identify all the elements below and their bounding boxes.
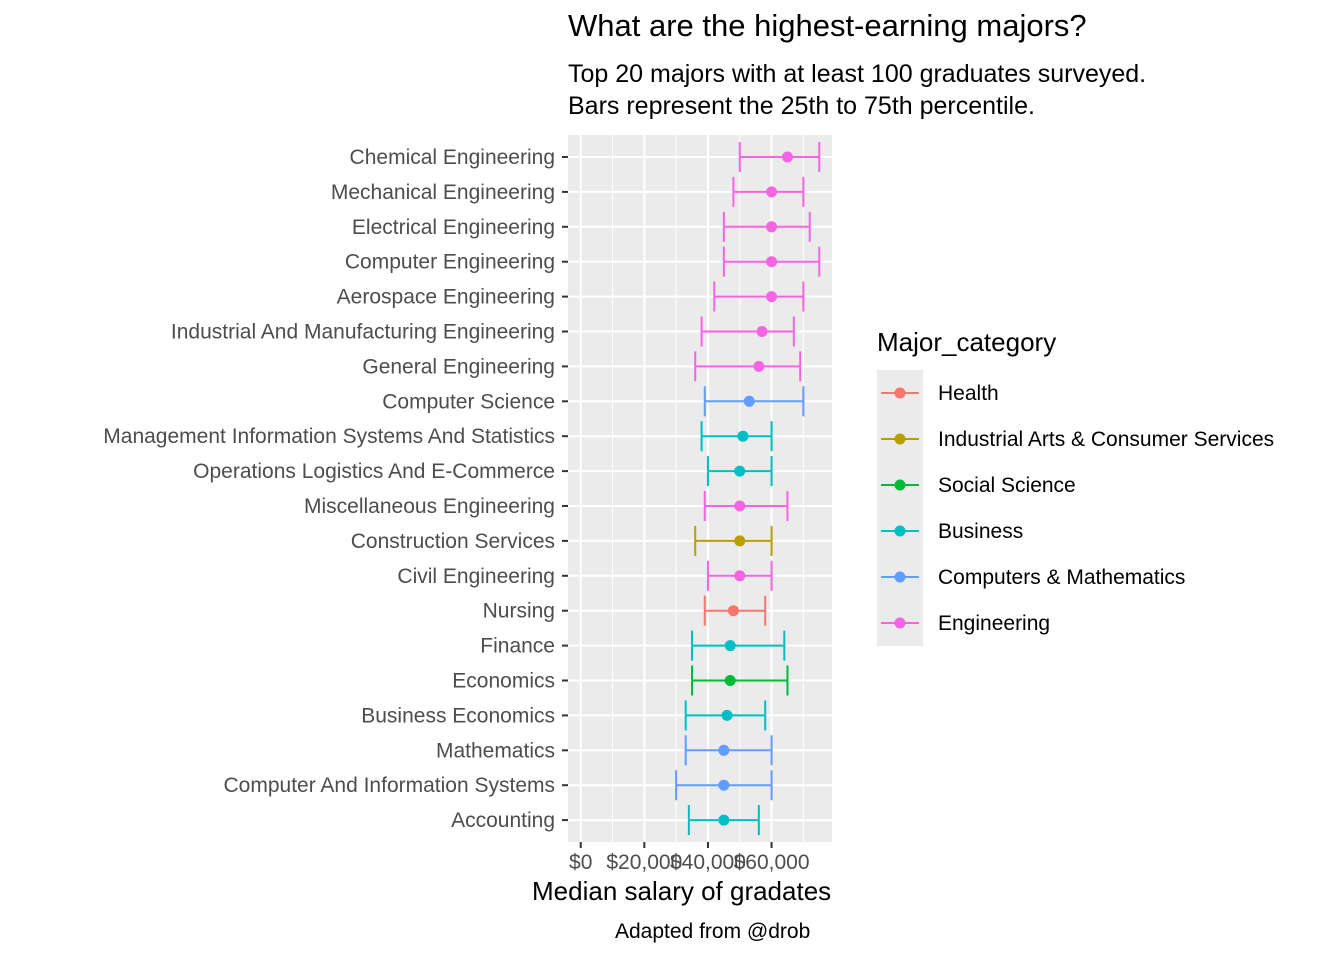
y-tick-label: Industrial And Manufacturing Engineering: [171, 321, 555, 344]
y-tick-label: Aerospace Engineering: [337, 286, 555, 309]
x-axis-label: Median salary of gradates: [532, 876, 832, 906]
y-tick-label: General Engineering: [362, 355, 555, 378]
median-point: [766, 256, 778, 268]
median-point: [718, 779, 730, 791]
y-tick-label: Computer Engineering: [345, 251, 555, 274]
y-tick-label: Computer And Information Systems: [224, 774, 555, 797]
median-point: [766, 186, 778, 198]
median-point: [753, 360, 765, 372]
median-point: [724, 640, 736, 652]
x-tick-label: $0: [569, 851, 592, 874]
chart-subtitle: Top 20 majors with at least 100 graduate…: [568, 58, 1146, 122]
y-tick-label: Accounting: [451, 809, 555, 832]
median-point: [766, 291, 778, 303]
median-point: [724, 675, 736, 686]
legend-entry-label: Social Science: [938, 474, 1076, 497]
median-point: [718, 744, 730, 756]
median-point: [727, 605, 739, 617]
subtitle-line-2: Bars represent the 25th to 75th percenti…: [568, 92, 1035, 120]
median-point: [766, 221, 778, 233]
y-tick-label: Nursing: [483, 600, 555, 623]
median-point: [718, 814, 730, 826]
x-tick-label: $20,000: [606, 851, 682, 874]
subtitle-line-1: Top 20 majors with at least 100 graduate…: [568, 60, 1147, 88]
median-point: [737, 430, 749, 442]
legend-entry-label: Computers & Mathematics: [938, 566, 1185, 589]
x-tick-label: $60,000: [734, 851, 810, 874]
legend-entry-label: Business: [938, 520, 1023, 543]
median-point: [756, 326, 768, 337]
legend-key-point: [894, 571, 906, 583]
y-tick-label: Mathematics: [436, 739, 555, 762]
legend-title: Major_category: [877, 327, 1057, 357]
y-tick-label: Finance: [480, 635, 555, 658]
median-point: [721, 709, 733, 721]
chart-title: What are the highest-earning majors?: [568, 8, 1087, 43]
legend-key-point: [894, 479, 906, 491]
y-tick-label: Construction Services: [351, 530, 555, 553]
y-tick-label: Business Economics: [361, 704, 555, 727]
plot-panel: [568, 135, 832, 842]
legend-key-point: [894, 387, 906, 399]
legend-entry-label: Industrial Arts & Consumer Services: [938, 428, 1274, 451]
x-tick-label: $40,000: [670, 851, 746, 874]
median-point: [734, 535, 746, 547]
median-point: [734, 570, 746, 582]
y-tick-label: Management Information Systems And Stati…: [103, 425, 555, 448]
median-point: [734, 465, 746, 477]
legend-entry-label: Health: [938, 382, 999, 405]
y-tick-label: Miscellaneous Engineering: [304, 495, 555, 518]
median-point: [734, 500, 746, 512]
y-tick-label: Electrical Engineering: [352, 216, 555, 239]
y-tick-label: Operations Logistics And E-Commerce: [193, 460, 555, 483]
y-tick-label: Civil Engineering: [397, 565, 555, 588]
legend-entry-label: Engineering: [938, 612, 1050, 635]
legend-key-point: [894, 617, 906, 629]
chart-caption: Adapted from @drob: [615, 920, 811, 943]
legend-key-background: [877, 370, 923, 646]
y-tick-label: Computer Science: [382, 390, 555, 413]
median-point: [781, 151, 793, 163]
legend-key-point: [894, 433, 906, 445]
y-tick-label: Chemical Engineering: [350, 146, 555, 169]
y-tick-label: Economics: [452, 670, 555, 693]
median-point: [743, 395, 755, 407]
y-tick-label: Mechanical Engineering: [331, 181, 555, 204]
legend-key-point: [894, 525, 906, 537]
